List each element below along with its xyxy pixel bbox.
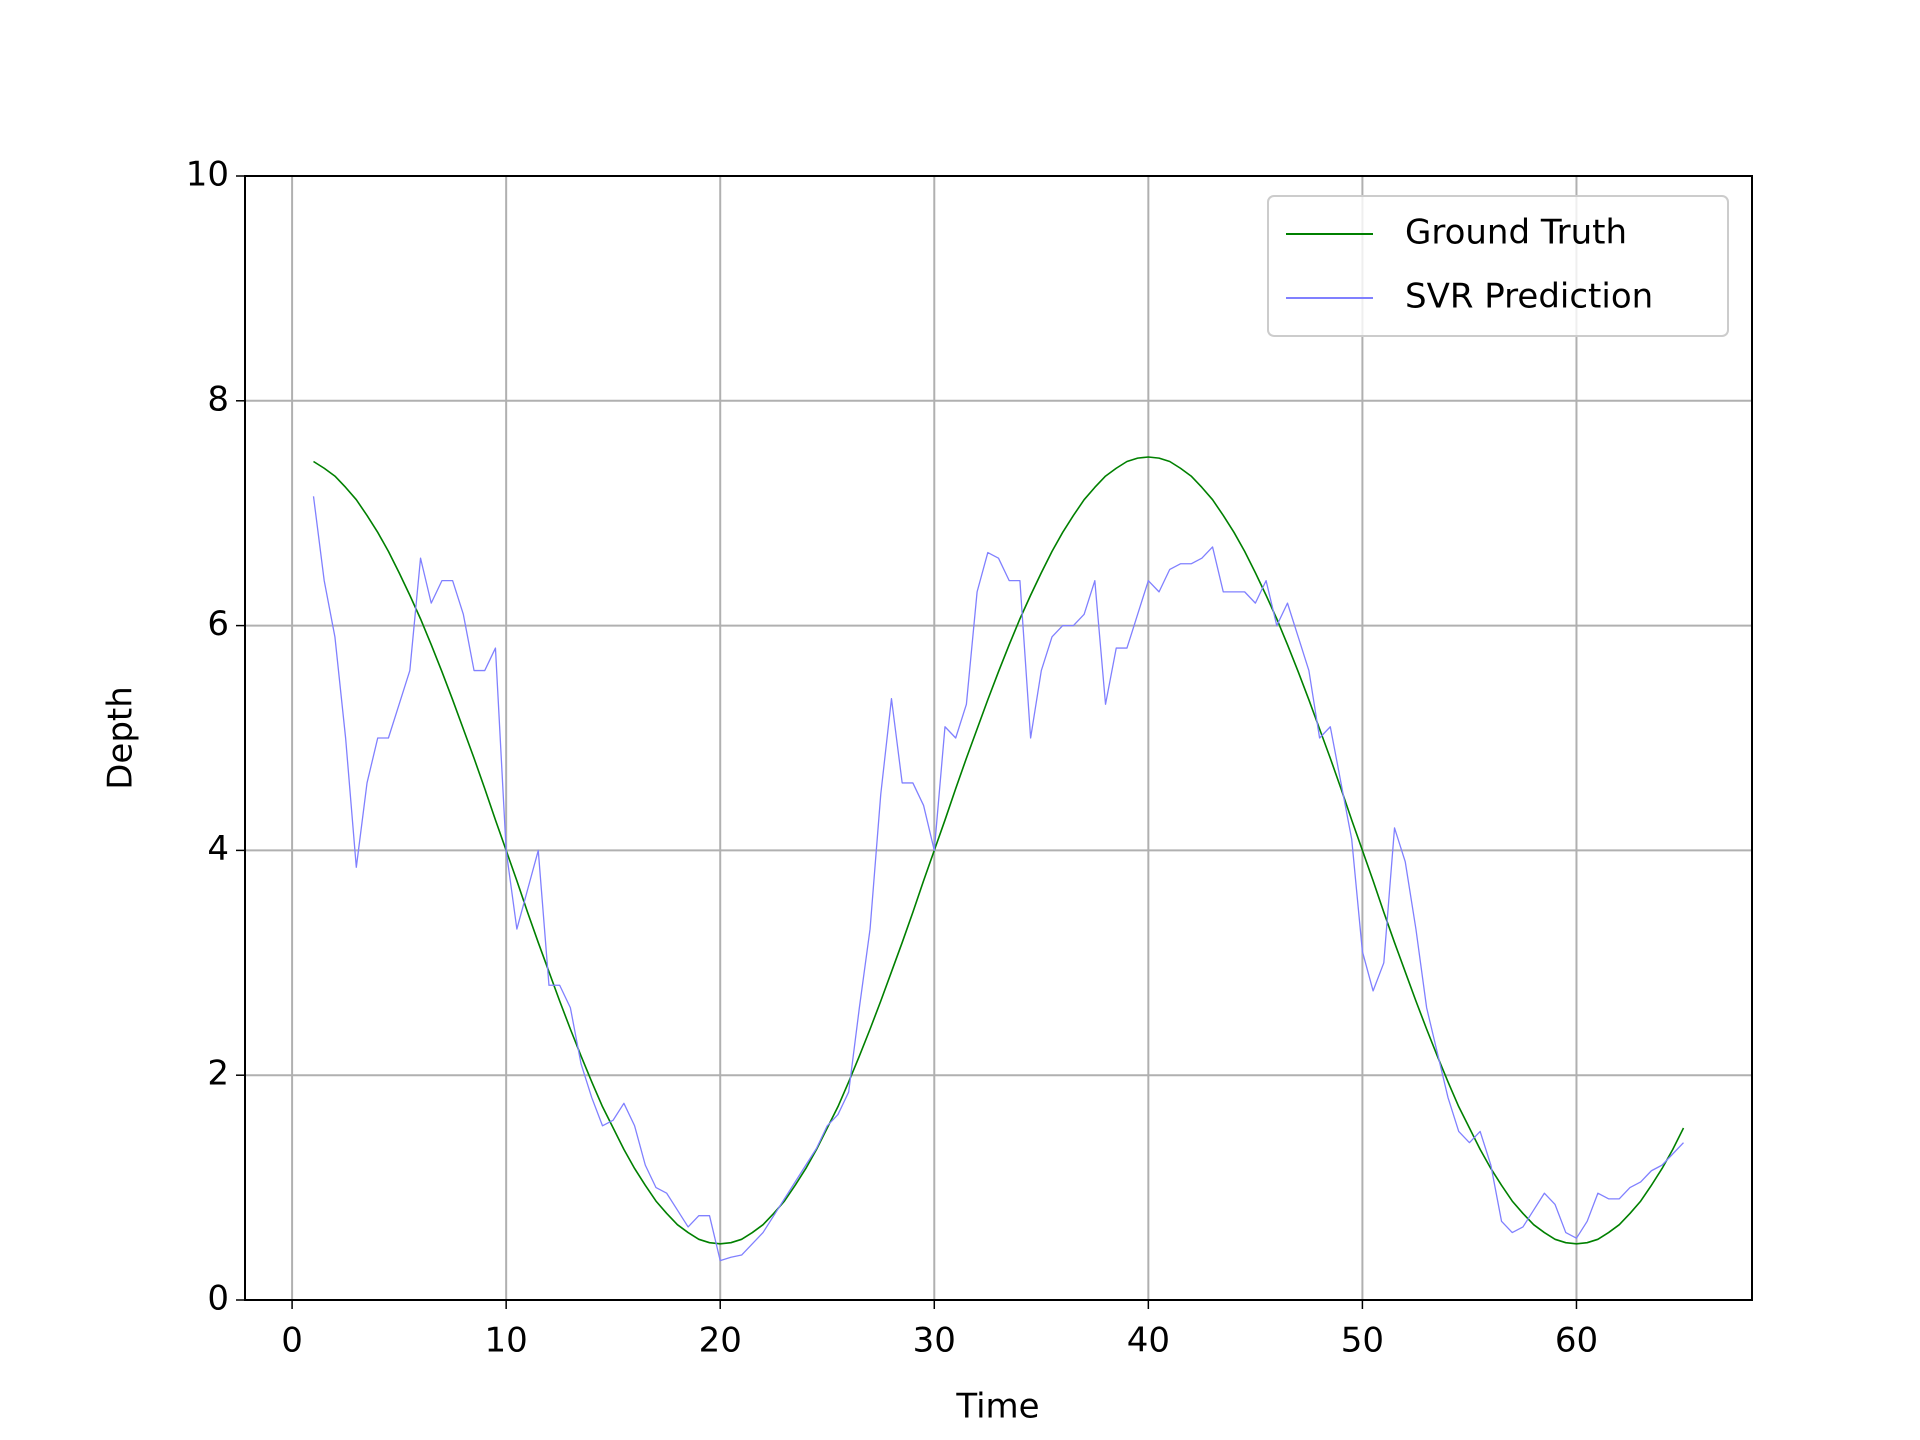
- y-axis-label: Depth: [101, 686, 141, 790]
- x-tick-label: 10: [485, 1321, 528, 1361]
- y-tick-label: 4: [207, 829, 229, 869]
- legend: Ground Truth SVR Prediction: [1267, 195, 1729, 337]
- x-tick-label: 40: [1127, 1321, 1170, 1361]
- x-tick-label: 20: [699, 1321, 742, 1361]
- x-tick-label: 50: [1341, 1321, 1384, 1361]
- y-tick-label: 6: [207, 604, 229, 644]
- y-tick-label: 2: [207, 1054, 229, 1094]
- legend-label: SVR Prediction: [1405, 277, 1653, 317]
- x-tick-label: 0: [281, 1321, 303, 1361]
- y-tick-label: 8: [207, 379, 229, 419]
- series-line: [313, 456, 1685, 1245]
- series-line: [312, 496, 1684, 1262]
- y-tick-label: 10: [186, 155, 229, 195]
- y-tick-label: 0: [207, 1279, 229, 1319]
- x-tick-label: 60: [1555, 1321, 1598, 1361]
- x-tick-label: 30: [913, 1321, 956, 1361]
- legend-label: Ground Truth: [1405, 213, 1627, 253]
- legend-box: [1267, 195, 1729, 337]
- x-axis-label: Time: [955, 1387, 1039, 1427]
- axes-frame: [244, 175, 1753, 1301]
